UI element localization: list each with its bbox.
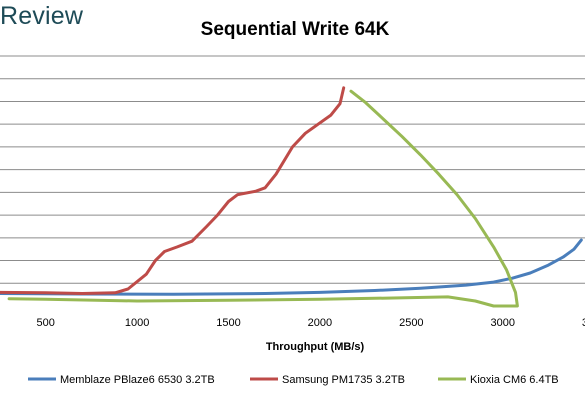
x-tick-label: 2500 [399,317,423,329]
series-line-1 [0,86,346,295]
x-tick-label: 1000 [125,317,149,329]
x-tick-label: 1500 [216,317,240,329]
x-axis-title: Throughput (MB/s) [266,341,365,353]
legend-label: Kioxia CM6 6.4TB [470,374,559,386]
legend-label: Samsung PM1735 3.2TB [282,374,405,386]
site-logo: Review [0,2,84,30]
series-line-0 [0,238,583,296]
x-tick-label: 500 [37,317,55,329]
gridlines [0,55,585,284]
x-tick-label: 3500 [582,317,585,329]
series-lines [0,86,583,308]
x-tick-label: 2000 [308,317,332,329]
x-tick-label: 3000 [490,317,514,329]
chart-legend: Memblaze PBlaze6 6530 3.2TB Samsung PM173… [28,374,559,386]
x-axis-ticks: 500 1000 1500 2000 2500 3000 3500 [37,317,585,329]
legend-label: Memblaze PBlaze6 6530 3.2TB [60,374,215,386]
series-line-2 [7,89,519,308]
chart-title: Sequential Write 64K [201,19,390,40]
